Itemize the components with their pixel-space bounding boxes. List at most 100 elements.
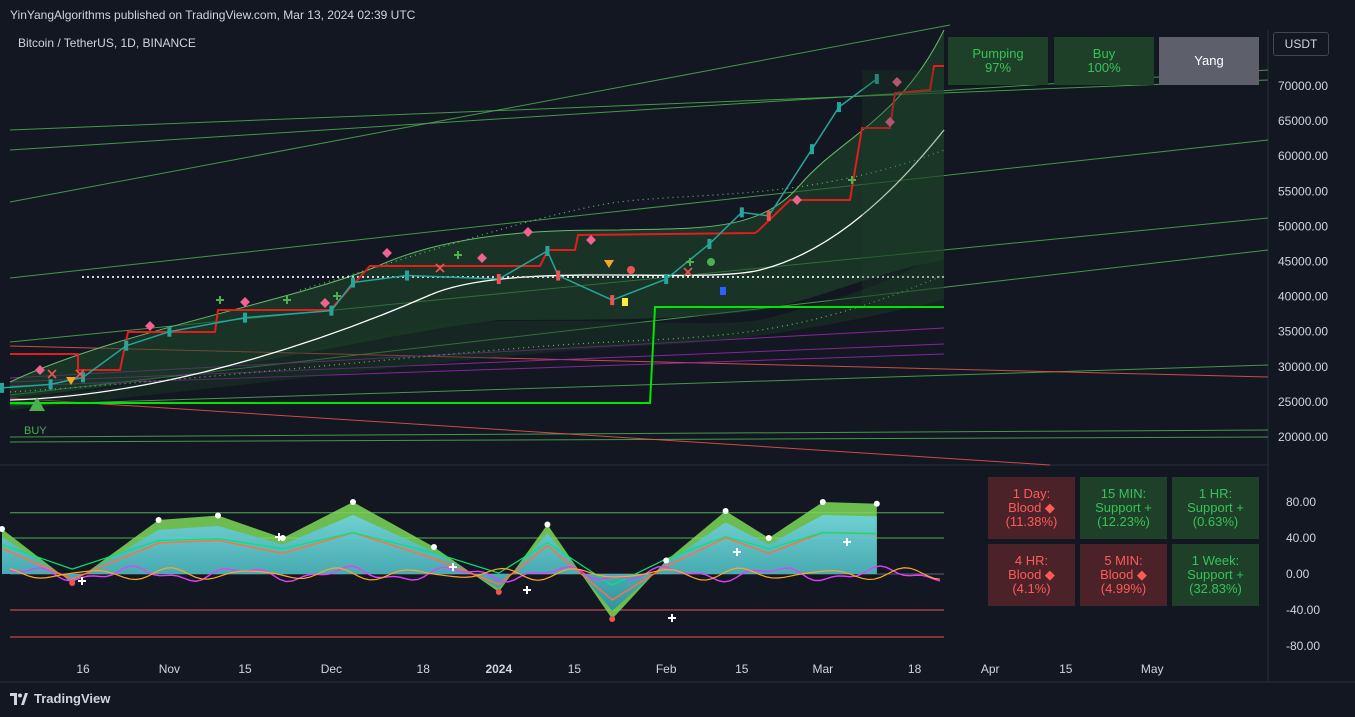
time-tick-label: Feb: [656, 662, 677, 676]
support-plus-marker: [454, 251, 462, 259]
oscillator-point: [873, 500, 880, 507]
oscillator-tick-label: 80.00: [1286, 495, 1316, 509]
timeframe-line2: Support +: [1187, 500, 1244, 515]
oscillator-plus-marker: [733, 548, 741, 556]
trend-line: [9, 249, 1269, 396]
oscillator-tick-label: -80.00: [1286, 639, 1320, 653]
oscillator-point: [431, 544, 437, 550]
buy-signal-label: BUY: [24, 425, 47, 437]
price-candle-point: [545, 245, 550, 256]
price-candle-point: [124, 340, 129, 351]
oscillator-point: [215, 512, 221, 519]
price-tick-label: 40000.00: [1278, 290, 1328, 304]
timeframe-line2: Support +: [1095, 500, 1152, 515]
price-candle-point: [556, 270, 561, 281]
price-tick-label: 50000.00: [1278, 219, 1328, 233]
oscillator-point: [765, 535, 772, 541]
time-tick-label: 15: [735, 662, 749, 676]
timeframe-line1: 1 Week:: [1191, 553, 1240, 568]
timeframe-line1: 5 MIN:: [1104, 553, 1143, 568]
price-candle-point: [329, 305, 334, 316]
support-plus-marker: [848, 176, 856, 184]
timeframe-line2: Support +: [1187, 567, 1244, 582]
timeframe-line3: (4.99%): [1100, 581, 1147, 596]
time-tick-label: 18: [417, 662, 431, 676]
oscillator-axis[interactable]: 80.00 40.00 0.00 -40.00 -80.00: [1286, 495, 1320, 653]
time-tick-label: 15: [568, 662, 582, 676]
price-tick-label: 35000.00: [1278, 325, 1328, 339]
time-tick-label: 18: [908, 662, 922, 676]
oscillator-purple-line: [9, 565, 941, 583]
timeframe-box-15-min: 15 MIN: Support + (12.23%): [1080, 477, 1167, 539]
support-plus-marker: [686, 258, 694, 266]
price-candle-point: [405, 270, 409, 281]
blood-diamond-marker: [240, 297, 250, 307]
status-box-line1: Pumping: [972, 46, 1024, 61]
circle-marker: [707, 258, 715, 266]
shaded-region: [862, 70, 944, 305]
status-box-line2: 97%: [984, 60, 1012, 75]
trend-line: [9, 429, 1269, 438]
time-tick-label: 2024: [485, 662, 512, 676]
circle-marker: [627, 266, 635, 274]
timeframe-line1: 4 HR:: [1014, 553, 1049, 568]
cross-marker: [683, 267, 693, 277]
oscillator-point: [155, 517, 162, 523]
oscillator-plus-marker: [275, 533, 283, 541]
support-plus-marker: [333, 292, 341, 300]
blood-diamond-marker: [586, 235, 596, 245]
timeframe-line3: (12.23%): [1097, 514, 1150, 529]
timeframe-box-4-hr: 4 HR: Blood ◆ (4.1%): [988, 544, 1075, 606]
price-candle-point: [874, 73, 879, 84]
oscillator-tick-label: -40.00: [1286, 603, 1320, 617]
oscillator-plus-marker: [843, 538, 851, 546]
oscillator-plus-marker: [449, 563, 457, 571]
blood-diamond-marker: [382, 248, 392, 258]
price-candle-point: [496, 274, 501, 285]
price-tick-label: 65000.00: [1278, 114, 1328, 128]
trend-line: [9, 139, 1269, 279]
price-axis[interactable]: 70000.00 65000.00 60000.00 55000.00 50000.00…: [1278, 79, 1328, 444]
timeframe-box-1-hr: 1 HR: Support + (0.63%): [1172, 477, 1259, 539]
price-tick-label: 25000.00: [1278, 395, 1328, 409]
time-tick-label: Dec: [321, 662, 342, 676]
support-step-line: [10, 306, 944, 404]
oscillator-pane[interactable]: [0, 499, 944, 638]
timeframe-line1: 1 Day:: [1012, 486, 1051, 501]
cloud-band-lower: [10, 250, 944, 410]
timeframe-line3: (11.38%): [1005, 514, 1058, 529]
oscillator-point: [350, 499, 356, 505]
tradingview-logo-icon: [10, 692, 28, 705]
flag-marker: [622, 298, 628, 306]
price-tick-label: 20000.00: [1278, 430, 1328, 444]
status-box-pumping: Pumping 97%: [948, 37, 1048, 85]
price-pane[interactable]: [0, 24, 1269, 466]
tradingview-logo[interactable]: TradingView: [10, 691, 110, 706]
price-tick-label: 70000.00: [1278, 79, 1328, 93]
price-candle-point: [664, 274, 669, 285]
price-tick-label: 55000.00: [1278, 184, 1328, 198]
price-candle-point: [739, 207, 744, 218]
trend-line: [9, 79, 1269, 131]
currency-button[interactable]: USDT: [1273, 32, 1329, 56]
status-box-line1: Buy: [1092, 46, 1116, 61]
timeframe-line2: Blood ◆: [1008, 500, 1055, 515]
time-tick-label: Apr: [981, 662, 1000, 676]
time-axis[interactable]: 16 Nov 15 Dec 18 2024 15 Feb 15 Mar 18 Apr 15 May: [76, 662, 1163, 676]
status-box-line1: Yang: [1194, 53, 1224, 68]
symbol-title[interactable]: Bitcoin / TetherUS, 1D, BINANCE: [18, 36, 196, 50]
oscillator-tick-label: 0.00: [1286, 567, 1310, 581]
status-box-buy: Buy 100%: [1054, 37, 1154, 85]
timeframe-box-5-min: 5 MIN: Blood ◆ (4.99%): [1080, 544, 1167, 606]
cross-marker: [75, 369, 85, 379]
time-tick-label: 15: [238, 662, 252, 676]
trend-line: [9, 436, 1269, 443]
oscillator-point: [69, 580, 76, 586]
price-candle-point: [351, 277, 355, 288]
timeframe-line1: 1 HR:: [1198, 486, 1233, 501]
support-plus-marker: [283, 296, 291, 304]
price-tick-label: 30000.00: [1278, 360, 1328, 374]
publish-info: YinYangAlgorithms published on TradingVi…: [10, 8, 416, 22]
price-candle-point: [766, 210, 771, 221]
